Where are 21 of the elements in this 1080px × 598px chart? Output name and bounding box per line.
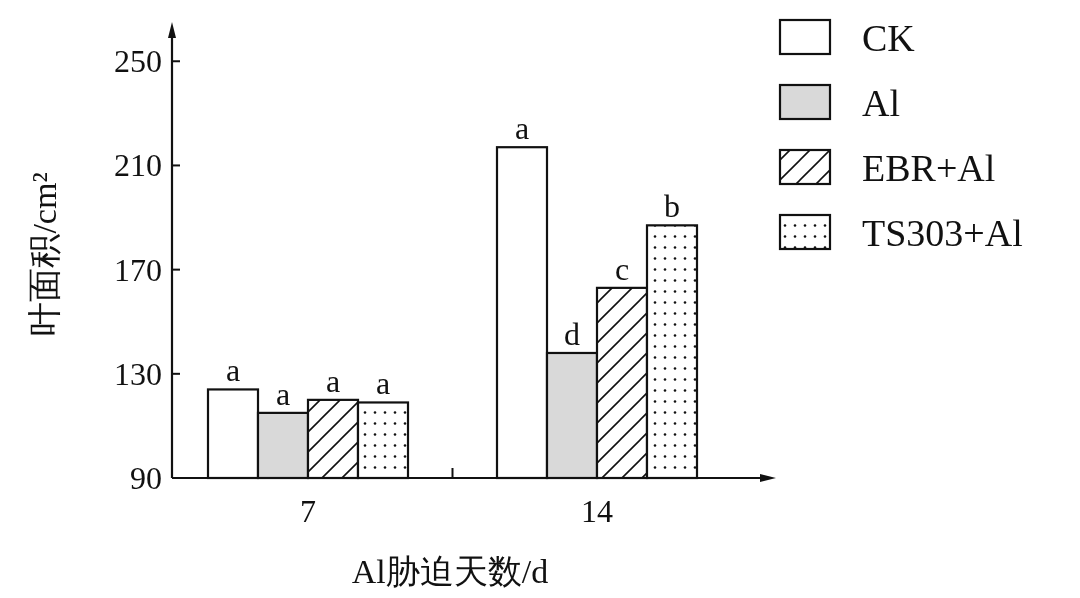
y-axis-title: 叶面积/cm² (26, 172, 63, 336)
y-tick-label: 90 (130, 460, 162, 496)
x-tick-label: 7 (300, 493, 316, 529)
x-tick-label: 14 (581, 493, 613, 529)
legend-label: TS303+Al (862, 212, 1023, 254)
data-label: a (275, 375, 291, 412)
data-label: a (375, 365, 391, 402)
x-axis-title: Al胁迫天数/d (351, 553, 549, 590)
legend-label: CK (862, 17, 916, 59)
data-label: d (564, 315, 580, 352)
data-label: a (514, 110, 530, 147)
legend-label: EBR+Al (862, 147, 996, 189)
data-label: b (664, 188, 680, 225)
y-tick-label: 210 (114, 147, 162, 184)
data-label: a (225, 352, 241, 389)
data-label: a (325, 362, 341, 399)
data-label: c (614, 250, 630, 287)
y-tick-label: 250 (114, 43, 162, 80)
legend-label: Al (862, 82, 900, 124)
y-tick-label: 130 (114, 355, 162, 392)
y-tick-label: 170 (114, 251, 162, 288)
